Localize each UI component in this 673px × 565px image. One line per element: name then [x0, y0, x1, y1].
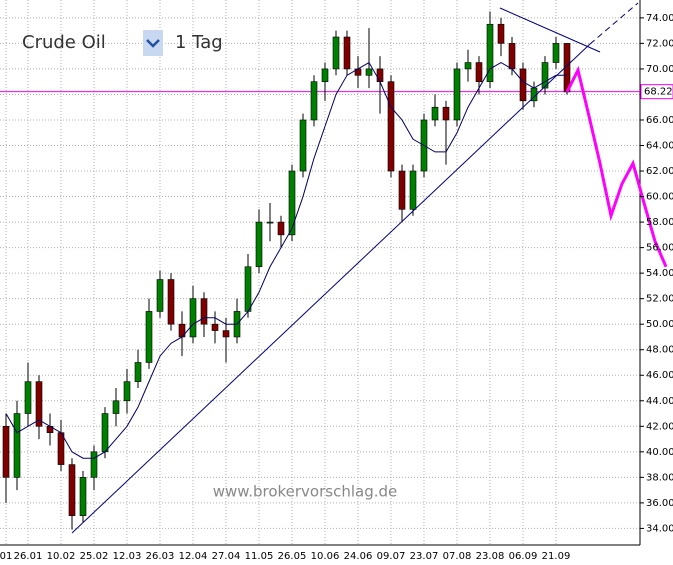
- candle-body: [222, 330, 230, 338]
- instrument[interactable]: Crude Oil: [22, 32, 106, 53]
- candle-body: [189, 298, 197, 338]
- candle-body: [376, 68, 384, 82]
- x-tick-label: 25.02: [80, 551, 109, 562]
- candle-body: [475, 62, 483, 82]
- candle-body: [343, 36, 351, 70]
- candle-body: [68, 464, 76, 516]
- y-tick-label: 58.00: [646, 217, 673, 228]
- x-tick-label: 26.05: [278, 551, 307, 562]
- x-tick-label: 09.07: [377, 551, 406, 562]
- candle-body: [398, 170, 406, 210]
- candle-body: [156, 279, 164, 312]
- candle-body: [57, 432, 65, 465]
- x-tick-label: 01: [0, 551, 12, 562]
- level-label-box: [640, 84, 673, 100]
- y-tick-label: 44.00: [646, 396, 673, 407]
- x-tick-label: 10.02: [47, 551, 76, 562]
- candle-body: [299, 119, 307, 172]
- candle-body: [497, 23, 505, 44]
- y-tick-label: 50.00: [646, 319, 673, 330]
- x-tick-label: 12.03: [113, 551, 142, 562]
- support-trendline-extension: [589, 2, 639, 45]
- candle-body: [387, 81, 395, 172]
- y-tick-label: 62.00: [646, 166, 673, 177]
- candle-body: [277, 221, 285, 236]
- y-tick-label: 70.00: [646, 64, 673, 75]
- candle-body: [167, 279, 175, 325]
- watermark: www.brokervorschlag.de: [213, 483, 397, 501]
- y-tick-label: 66.00: [646, 115, 673, 126]
- resistance-trendline: [499, 7, 601, 53]
- candle-body: [255, 221, 263, 268]
- dropdown[interactable]: [143, 30, 163, 56]
- x-tick-label: 26.01: [14, 551, 43, 562]
- candle-body: [112, 400, 120, 414]
- moving-average: [5, 61, 567, 459]
- candle-body: [24, 381, 32, 414]
- candle-body: [332, 36, 340, 70]
- candle-body: [134, 362, 142, 382]
- y-tick-label: 64.00: [646, 141, 673, 152]
- level-label: 68.22: [644, 87, 673, 98]
- candle-body: [288, 170, 296, 236]
- y-tick-label: 56.00: [646, 243, 673, 254]
- plot: [0, 11, 668, 530]
- x-tick-label: 07.08: [443, 551, 472, 562]
- support-trendline: [71, 43, 591, 534]
- candle-body: [365, 68, 373, 76]
- x-tick-label: 12.04: [179, 551, 208, 562]
- dropdown-arrow: [146, 39, 160, 48]
- x-tick-label: 06.09: [509, 551, 538, 562]
- x-tick-label: 24.06: [344, 551, 373, 562]
- candle-body: [266, 221, 274, 224]
- y-tick-label: 36.00: [646, 498, 673, 509]
- y-tick-label: 48.00: [646, 345, 673, 356]
- candle-body: [453, 68, 461, 121]
- y-tick-label: 60.00: [646, 192, 673, 203]
- x-tick-label: 10.06: [311, 551, 340, 562]
- y-tick-label: 72.00: [646, 38, 673, 49]
- candle-body: [123, 381, 131, 402]
- period[interactable]: 1 Tag: [175, 32, 223, 53]
- candle-body: [508, 43, 516, 70]
- candle-body: [541, 62, 549, 89]
- x-tick-label: 27.04: [212, 551, 241, 562]
- x-tick-label: 21.09: [542, 551, 571, 562]
- candle-body: [145, 311, 153, 363]
- y-tick-label: 52.00: [646, 294, 673, 305]
- candle-body: [442, 106, 450, 121]
- candle-body: [244, 266, 252, 312]
- candle-body: [431, 106, 439, 121]
- candle-body: [2, 425, 10, 478]
- y-tick-label: 40.00: [646, 447, 673, 458]
- y-tick-label: 74.00: [646, 13, 673, 24]
- y-tick-label: 34.00: [646, 523, 673, 534]
- y-tick-label: 42.00: [646, 421, 673, 432]
- y-tick-label: 38.00: [646, 472, 673, 483]
- candle-body: [519, 68, 527, 102]
- x-tick-label: 26.03: [146, 551, 175, 562]
- x-tick-label: 23.07: [410, 551, 439, 562]
- candle-body: [310, 81, 318, 121]
- candle-body: [321, 68, 329, 82]
- forecast-line: [565, 65, 668, 268]
- candle-body: [409, 170, 417, 210]
- candle-body: [90, 451, 98, 478]
- x-tick-label: 23.08: [476, 551, 505, 562]
- candle-body: [211, 323, 219, 331]
- candle-body: [35, 381, 43, 427]
- candle-body: [464, 62, 472, 70]
- candle-body: [13, 413, 21, 478]
- candle-body: [552, 43, 560, 63]
- candle-body: [101, 413, 109, 453]
- candle-body: [200, 298, 208, 325]
- candle-body: [486, 23, 494, 82]
- candle-body: [79, 477, 87, 516]
- y-tick-label: 46.00: [646, 370, 673, 381]
- x-tick-label: 11.05: [245, 551, 274, 562]
- y-tick-label: 54.00: [646, 268, 673, 279]
